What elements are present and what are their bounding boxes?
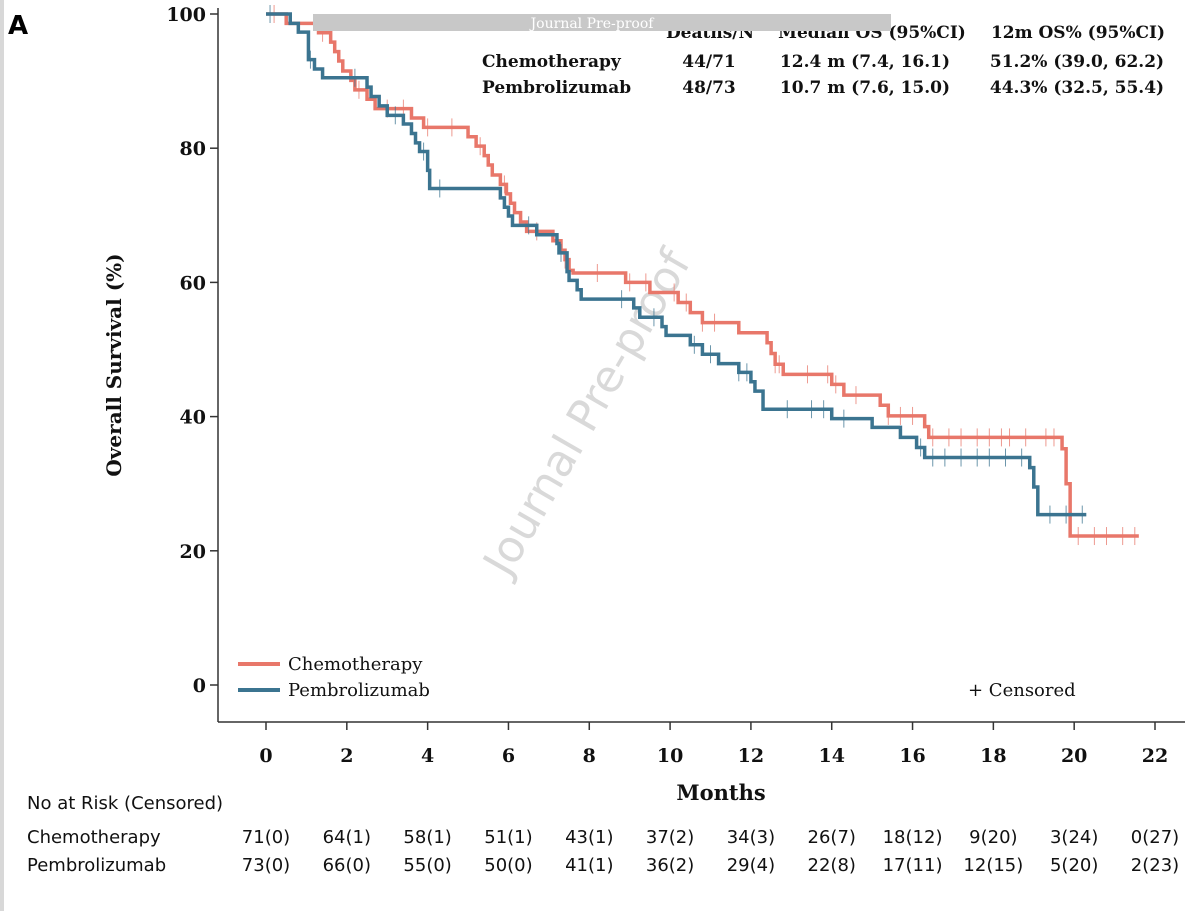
risk-table-cell: 5(20) — [1050, 855, 1098, 876]
risk-table-cell: 43(1) — [565, 827, 613, 848]
y-axis-title: Overall Survival (%) — [102, 253, 126, 476]
risk-table-cell: 41(1) — [565, 855, 613, 876]
risk-table-cell: 51(1) — [484, 827, 532, 848]
risk-table-cell: 34(3) — [727, 827, 775, 848]
stats-header: 12m OS% (95%CI) — [991, 23, 1165, 43]
x-tick-label: 10 — [657, 745, 683, 767]
y-tick-label: 0 — [193, 675, 206, 697]
risk-table-cell: 18(12) — [883, 827, 943, 848]
x-tick-label: 18 — [980, 745, 1006, 767]
stats-row-median: 12.4 m (7.4, 16.1) — [780, 52, 950, 72]
stats-row-os12: 51.2% (39.0, 62.2) — [990, 52, 1164, 72]
stats-row-deaths: 48/73 — [682, 78, 736, 98]
x-tick-label: 0 — [259, 745, 272, 767]
risk-table-cell: 29(4) — [727, 855, 775, 876]
y-tick-label: 60 — [180, 272, 206, 294]
risk-table-cell: 26(7) — [808, 827, 856, 848]
risk-table-group: Pembrolizumab — [27, 855, 166, 876]
stats-row-group: Chemotherapy — [482, 52, 622, 72]
risk-table-cell: 0(27) — [1131, 827, 1179, 848]
risk-table-cell: 36(2) — [646, 855, 694, 876]
stats-row-deaths: 44/71 — [682, 52, 736, 72]
risk-table-cell: 55(0) — [403, 855, 451, 876]
km-curve-pembrolizumab — [266, 12, 1087, 517]
stats-row-os12: 44.3% (32.5, 55.4) — [990, 78, 1164, 98]
x-tick-label: 14 — [819, 745, 845, 767]
risk-table-cell: 37(2) — [646, 827, 694, 848]
x-tick-label: 4 — [421, 745, 434, 767]
risk-table-cell: 12(15) — [963, 855, 1023, 876]
risk-table-cell: 50(0) — [484, 855, 532, 876]
x-tick-label: 20 — [1061, 745, 1087, 767]
y-tick-label: 40 — [180, 407, 206, 429]
legend-label: Pembrolizumab — [288, 680, 430, 701]
legend-label: Chemotherapy — [288, 654, 423, 675]
risk-table-cell: 66(0) — [323, 855, 371, 876]
risk-table-cell: 17(11) — [883, 855, 943, 876]
watermark-banner-overlay — [313, 14, 891, 31]
x-tick-label: 2 — [340, 745, 353, 767]
x-tick-label: 16 — [899, 745, 925, 767]
x-tick-label: 6 — [502, 745, 515, 767]
censored-legend: + Censored — [968, 680, 1076, 701]
x-tick-label: 8 — [583, 745, 596, 767]
risk-table-cell: 64(1) — [323, 827, 371, 848]
stats-row-group: Pembrolizumab — [482, 78, 631, 98]
stats-row-median: 10.7 m (7.6, 15.0) — [780, 78, 950, 98]
panel-label: A — [8, 11, 28, 41]
x-tick-label: 12 — [738, 745, 764, 767]
risk-table-cell: 71(0) — [242, 827, 290, 848]
y-tick-label: 20 — [180, 541, 206, 563]
y-tick-label: 80 — [180, 138, 206, 160]
watermark-banner-text: Journal Pre-proof — [529, 16, 656, 32]
risk-table-cell: 9(20) — [969, 827, 1017, 848]
x-axis-title: Months — [676, 780, 765, 805]
y-tick-label: 100 — [166, 4, 206, 26]
risk-table-cell: 3(24) — [1050, 827, 1098, 848]
page-left-border — [0, 0, 4, 911]
risk-table-cell: 2(23) — [1131, 855, 1179, 876]
risk-table-group: Chemotherapy — [27, 827, 161, 848]
risk-table-title: No at Risk (Censored) — [27, 793, 223, 814]
x-tick-label: 22 — [1142, 745, 1168, 767]
risk-table-cell: 22(8) — [808, 855, 856, 876]
risk-table-cell: 73(0) — [242, 855, 290, 876]
risk-table-cell: 58(1) — [403, 827, 451, 848]
